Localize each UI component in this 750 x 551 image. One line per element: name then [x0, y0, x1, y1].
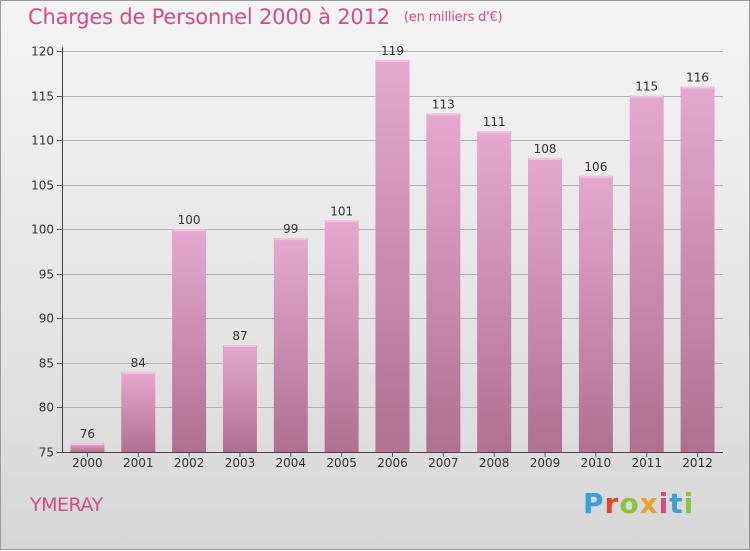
x-tick-label: 2001	[123, 456, 154, 470]
y-tick-label: 115	[31, 90, 54, 104]
bar-highlight	[529, 157, 562, 160]
bar-value-label: 108	[534, 142, 557, 156]
bar-highlight	[427, 113, 460, 116]
x-tick-label: 2002	[174, 456, 205, 470]
bar	[172, 229, 207, 452]
unit-note: (en milliers d'€)	[403, 10, 503, 25]
bar-highlight	[71, 443, 104, 446]
bar-highlight	[173, 229, 206, 232]
logo-letter: x	[639, 487, 659, 520]
logo-letter: i	[683, 487, 695, 520]
y-tick-label: 85	[39, 357, 54, 371]
bar	[477, 131, 512, 452]
bar-highlight	[579, 175, 612, 178]
x-tick-label: 2005	[326, 456, 357, 470]
proxiti-logo[interactable]: Proxiti	[583, 487, 694, 520]
town-name: YMERAY	[30, 494, 103, 516]
x-tick-label: 2006	[377, 456, 408, 470]
chart-title-text: Charges de Personnel 2000 à 2012	[28, 5, 390, 29]
logo-letter: t	[669, 487, 684, 520]
bar-value-label: 99	[283, 222, 298, 236]
bar	[629, 95, 664, 453]
bar-highlight	[376, 59, 409, 62]
bar-highlight	[478, 131, 511, 134]
bar-value-label: 100	[178, 213, 201, 227]
bar	[222, 345, 257, 452]
bar	[273, 238, 308, 452]
x-tick-label: 2011	[631, 456, 662, 470]
x-tick-label: 2000	[72, 456, 103, 470]
x-tick-label: 2012	[682, 456, 713, 470]
bar-highlight	[325, 220, 358, 223]
y-tick-label: 80	[39, 401, 54, 415]
chart-bars	[70, 59, 715, 453]
y-tick-label: 95	[39, 268, 54, 282]
x-tick-label: 2003	[225, 456, 256, 470]
bar-highlight	[681, 86, 714, 89]
bar-value-label: 115	[635, 80, 658, 94]
bar-value-label: 84	[131, 356, 146, 370]
chart-axes: 75 80 85 90 95 100 105 110 115 120	[31, 45, 723, 460]
bar	[70, 443, 105, 452]
bar-highlight	[630, 95, 663, 98]
bar-highlight	[274, 238, 307, 241]
bar-value-label: 111	[483, 115, 506, 129]
logo-letter: o	[619, 487, 640, 520]
bar-value-label: 113	[432, 97, 455, 111]
chart-title: Charges de Personnel 2000 à 2012 (en mill…	[28, 5, 503, 29]
bar-value-label: 106	[584, 160, 607, 174]
x-tick-label: 2008	[479, 456, 510, 470]
bar-value-label: 119	[381, 44, 404, 58]
bar	[324, 220, 359, 452]
bar-highlight	[223, 345, 256, 348]
logo-letter: r	[604, 487, 620, 520]
bar	[578, 175, 613, 452]
x-tick-label: 2007	[428, 456, 459, 470]
logo-letter: P	[583, 487, 605, 520]
bar-value-label: 116	[686, 71, 709, 85]
y-tick-label: 75	[39, 446, 54, 460]
bar	[375, 59, 410, 453]
bar	[426, 113, 461, 452]
bar	[121, 371, 156, 452]
bar-value-label: 87	[232, 329, 247, 343]
bar	[680, 86, 715, 453]
x-tick-label: 2010	[581, 456, 612, 470]
chart-labels: 76 2000 84 2001 100 2002 87 2003 99 2004 101 2005 11…	[72, 44, 713, 470]
y-tick-label: 105	[31, 179, 54, 193]
y-tick-label: 100	[31, 223, 54, 237]
x-tick-label: 2004	[276, 456, 307, 470]
bar	[528, 157, 563, 452]
y-tick-label: 110	[31, 134, 54, 148]
y-tick-label: 120	[31, 45, 54, 59]
bar-value-label: 101	[330, 204, 353, 218]
bar-value-label: 76	[80, 427, 95, 441]
y-tick-label: 90	[39, 312, 54, 326]
logo-letter: i	[658, 487, 670, 520]
x-tick-label: 2009	[530, 456, 561, 470]
bar-highlight	[122, 371, 155, 374]
